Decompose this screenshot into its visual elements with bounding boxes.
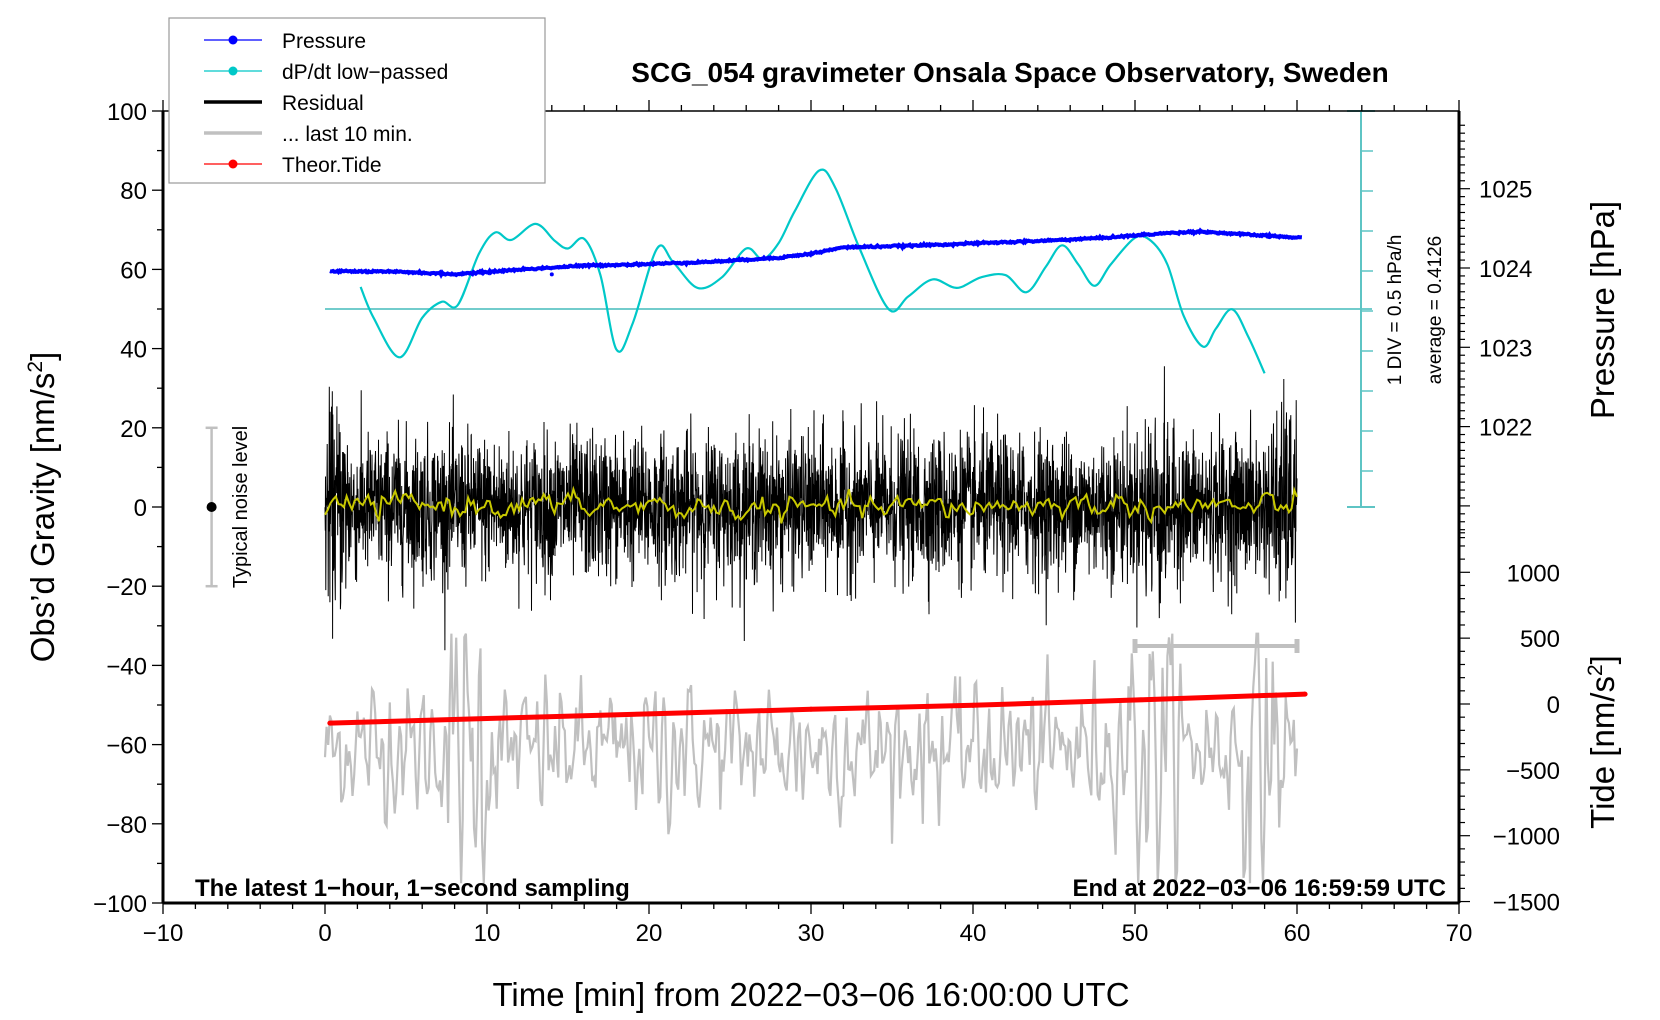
legend-label: ... last 10 min. (282, 123, 413, 146)
pressure-outlier-point (549, 272, 554, 277)
residual-series (324, 366, 1298, 651)
last-10-min-series (323, 632, 1299, 884)
y-axis-title-left: Obs’d Gravity [nm/s2] (24, 352, 61, 663)
x-tick-label: 30 (798, 920, 825, 947)
pressure-series (329, 227, 1303, 280)
residual-smoothed-series (324, 485, 1298, 525)
y-tick-label-left: 20 (120, 416, 147, 443)
y-tick-label-pressure: 1022 (1479, 415, 1532, 442)
tide-point (1132, 697, 1138, 703)
x-tick-label: 60 (1284, 920, 1311, 947)
y-tick-label-left: 40 (120, 337, 147, 364)
y-axis-title-tide: Tide [nm/s2] (1584, 655, 1621, 829)
noise-bar-center-dot (206, 502, 217, 512)
y-tick-label-tide: −1000 (1493, 824, 1560, 851)
pressure-line (329, 227, 1303, 280)
y-tick-label-left: −60 (106, 733, 147, 760)
y-tick-label-pressure: 1023 (1479, 335, 1532, 362)
legend-dot-icon (228, 35, 238, 45)
tide-line (329, 691, 1306, 726)
sampling-note: The latest 1−hour, 1−second sampling (195, 875, 630, 902)
y-tick-label-left: −100 (93, 891, 147, 918)
tide-point (808, 706, 814, 712)
x-tick-label: 50 (1122, 920, 1149, 947)
end-time-note: End at 2022−03−06 16:59:59 UTC (1072, 875, 1446, 902)
y-tick-label-tide: 500 (1520, 626, 1560, 653)
x-tick-label: 70 (1446, 920, 1473, 947)
tide-point (484, 715, 490, 721)
y-tick-label-tide: −500 (1506, 758, 1560, 785)
y-tick-label-tide: −1500 (1493, 890, 1560, 917)
y-tick-label-left: 80 (120, 178, 147, 205)
x-tick-label: 20 (636, 920, 663, 947)
tide-point (646, 711, 652, 717)
dpdt-scale-label: 1 DIV = 0.5 hPa/h (1385, 235, 1406, 386)
legend-label: Theor.Tide (282, 154, 382, 177)
residual-smoothed-line (324, 485, 1298, 525)
y-axis-title-pressure: Pressure [hPa] (1584, 201, 1621, 419)
legend-item: dP/dt low−passed (204, 61, 448, 84)
y-tick-label-tide: 0 (1547, 692, 1560, 719)
legend-dot-icon (228, 159, 238, 169)
legend: Pressure dP/dt low−passed Residual ... last… (168, 17, 546, 184)
legend-label: Pressure (282, 30, 366, 53)
y-tick-label-pressure: 1024 (1479, 256, 1532, 283)
y-tick-label-left: −40 (106, 653, 147, 680)
legend-dot-icon (228, 66, 238, 76)
legend-box (168, 17, 546, 184)
x-tick-label: 10 (474, 920, 501, 947)
legend-label: dP/dt low−passed (282, 61, 448, 84)
axes: −10 0 10 20 30 40 50 60 70100806040200−20−40−60−… (93, 99, 1560, 947)
legend-item: ... last 10 min. (204, 123, 413, 146)
legend-item: Theor.Tide (204, 154, 382, 177)
tide-point (327, 720, 333, 726)
tide-point (1302, 691, 1308, 697)
y-tick-label-left: −20 (106, 574, 147, 601)
tide-series (327, 691, 1308, 726)
x-tick-label: 40 (960, 920, 987, 947)
y-tick-label-left: 0 (134, 495, 147, 522)
x-axis-title: Time [min] from 2022−03−06 16:00:00 UTC (492, 976, 1129, 1013)
y-tick-label-pressure: 1025 (1479, 177, 1532, 204)
legend-item: Residual (204, 92, 364, 115)
legend-item: Pressure (204, 30, 366, 53)
y-tick-label-left: 60 (120, 257, 147, 284)
tide-point (970, 702, 976, 708)
x-tick-label: 0 (318, 920, 331, 947)
residual-line (324, 366, 1298, 651)
last-10-min-line (323, 632, 1299, 884)
y-tick-label-left: −80 (106, 812, 147, 839)
chart-title: SCG_054 gravimeter Onsala Space Observat… (631, 57, 1388, 88)
y-tick-label-tide: 1000 (1507, 560, 1560, 587)
noise-level-label: Typical noise level (230, 426, 252, 588)
legend-label: Residual (282, 92, 364, 115)
dpdt-average-label: average = 0.4126 (1425, 236, 1446, 384)
y-tick-label-left: 100 (107, 99, 147, 126)
x-tick-label: −10 (143, 920, 184, 947)
annotations (205, 110, 1375, 653)
